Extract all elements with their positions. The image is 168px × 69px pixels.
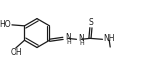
Text: S: S [89, 18, 93, 27]
Text: N: N [78, 34, 84, 43]
Text: OH: OH [11, 48, 23, 57]
Text: HO: HO [0, 20, 11, 29]
Text: H: H [79, 41, 84, 46]
Text: NH: NH [103, 34, 115, 43]
Text: N: N [65, 33, 71, 42]
Text: H: H [66, 40, 71, 45]
